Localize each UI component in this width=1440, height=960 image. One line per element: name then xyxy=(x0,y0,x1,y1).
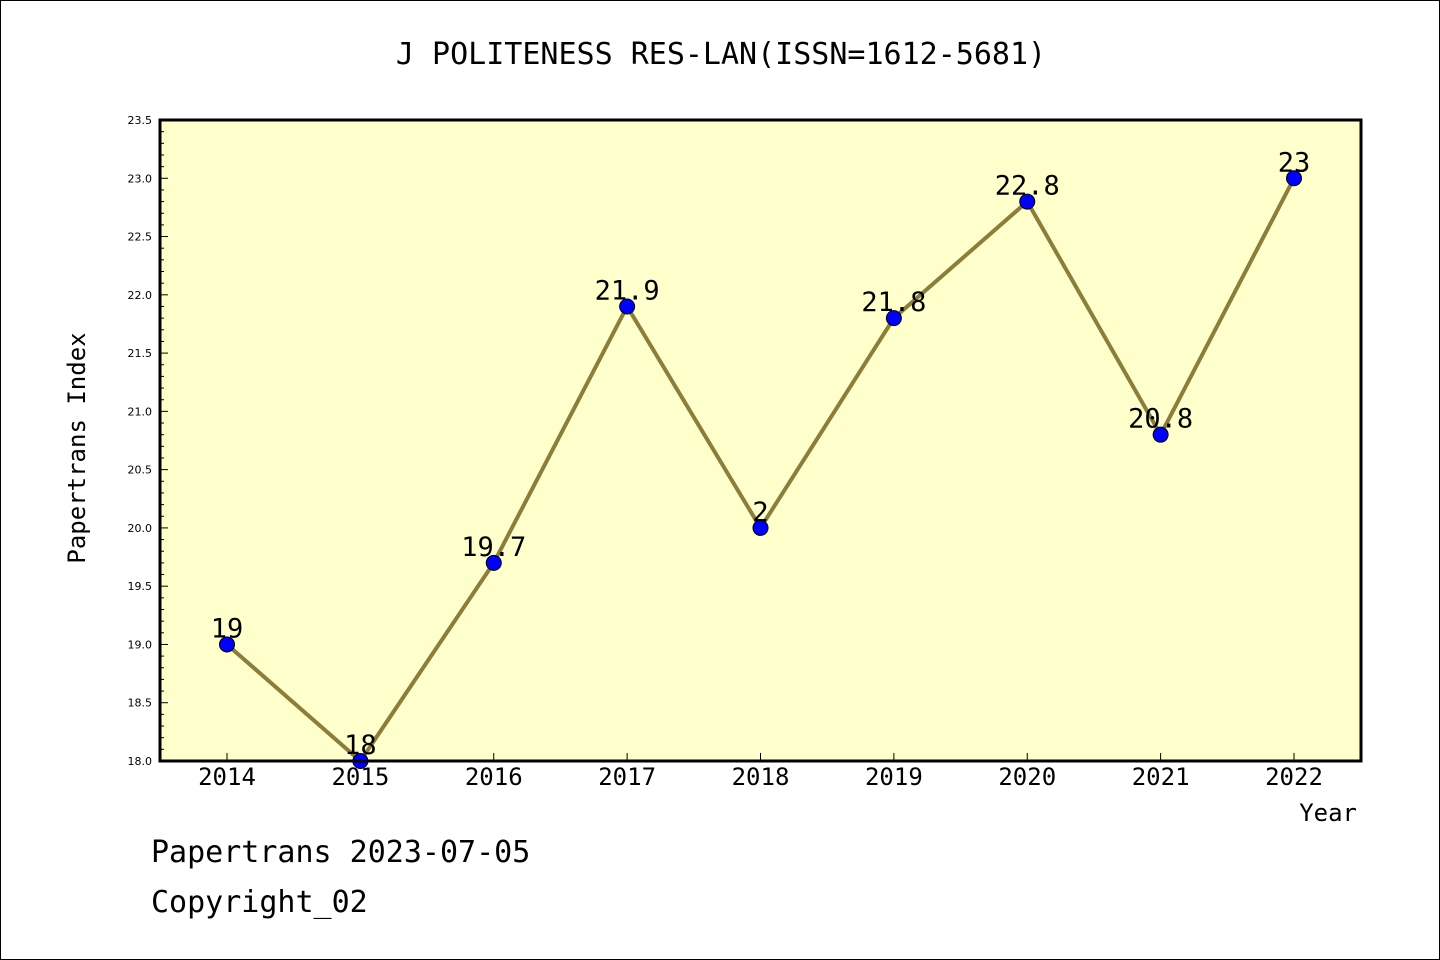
data-label: 20.8 xyxy=(1128,404,1193,435)
data-point xyxy=(1019,193,1036,210)
plot-area xyxy=(160,120,1361,761)
y-tick-label: 18.5 xyxy=(128,697,153,710)
chart-title: J POLITENESS RES-LAN(ISSN=1612-5681) xyxy=(395,37,1047,72)
x-tick-label: 2022 xyxy=(1265,763,1323,791)
y-tick-label: 22.5 xyxy=(128,231,153,244)
y-tick-label: 20.5 xyxy=(128,464,153,477)
data-point xyxy=(1152,426,1169,443)
data-point xyxy=(885,310,902,327)
x-tick-label: 2018 xyxy=(732,763,790,791)
y-tick-label: 21.5 xyxy=(128,347,153,360)
data-label: 21.9 xyxy=(595,275,660,306)
x-tick-label: 2019 xyxy=(865,763,923,791)
y-tick-label: 19.5 xyxy=(128,580,153,593)
y-tick-label: 22.0 xyxy=(128,289,153,302)
data-point xyxy=(485,554,502,571)
data-label: 21.8 xyxy=(861,287,926,318)
y-tick-label: 20.0 xyxy=(128,522,153,535)
plot-border xyxy=(158,118,1363,763)
x-tick-label: 2014 xyxy=(198,763,256,791)
footer-date: Papertrans 2023-07-05 xyxy=(151,835,531,870)
footer-copyright: Copyright_02 xyxy=(151,885,368,920)
y-tick-label: 21.0 xyxy=(128,405,153,418)
y-tick-label: 23.5 xyxy=(128,114,153,127)
data-point xyxy=(219,636,235,653)
data-label: 22.8 xyxy=(995,171,1060,202)
x-tick-label: 2016 xyxy=(465,763,523,791)
data-label: 18 xyxy=(344,730,377,761)
x-axis-label: Year xyxy=(1299,799,1357,827)
data-label: 19.7 xyxy=(461,532,526,563)
y-tick-label: 23.0 xyxy=(128,172,153,185)
x-tick-label: 2021 xyxy=(1132,763,1190,791)
x-tick-label: 2017 xyxy=(598,763,656,791)
y-tick-label: 19.0 xyxy=(128,638,153,651)
x-tick-label: 2020 xyxy=(998,763,1056,791)
data-point xyxy=(619,298,636,315)
data-label: 19 xyxy=(211,613,244,644)
data-point xyxy=(752,519,769,536)
data-point xyxy=(1286,170,1302,187)
data-label: 23 xyxy=(1278,147,1311,178)
y-tick-label: 18.0 xyxy=(128,755,153,768)
data-label: 2 xyxy=(752,497,768,528)
